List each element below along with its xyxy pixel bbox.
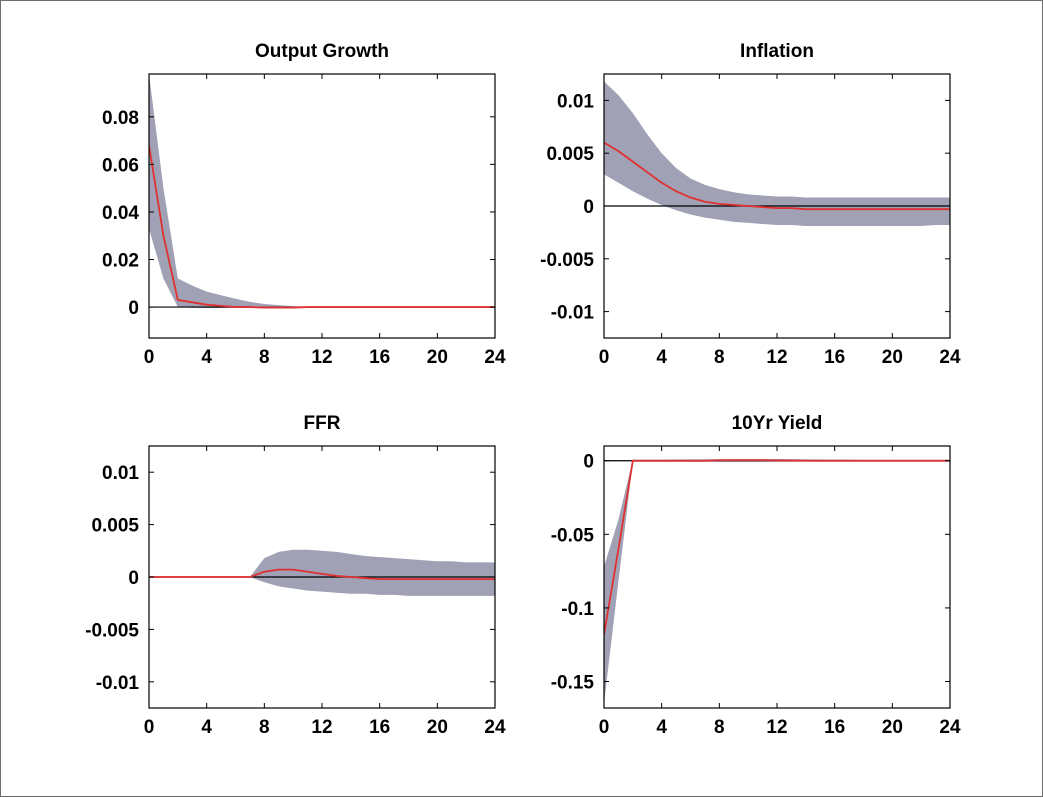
inflation-plot-area xyxy=(604,81,950,227)
output-growth-ytick-label: 0 xyxy=(128,298,139,319)
ffr-ytick-label: -0.005 xyxy=(85,620,139,641)
output-growth-xtick-label: 16 xyxy=(369,347,390,368)
10yr-yield-panel: 0 4 8 12 16 20 24 -0.15 -0.1 -0.05 0 10Yr Yield xyxy=(551,413,961,738)
output-growth-xtick-label: 4 xyxy=(201,347,212,368)
output-growth-panel: 0 4 8 12 16 20 24 0 0.02 0.04 0.06 0.08 Output Growt… xyxy=(102,41,506,368)
ffr-xtick-label: 12 xyxy=(311,717,332,738)
inflation-xtick-label: 0 xyxy=(599,347,610,368)
ffr-ytick-label: 0.01 xyxy=(102,463,139,484)
output-growth-plot-area xyxy=(149,74,495,309)
10yr-yield-title: 10Yr Yield xyxy=(732,413,823,434)
inflation-xtick-label: 12 xyxy=(766,347,787,368)
ffr-ytick-label: 0.005 xyxy=(91,516,139,537)
10yr-yield-plot-area xyxy=(604,458,950,704)
output-growth-ytick-label: 0.08 xyxy=(102,108,139,129)
ffr-xtick-label: 8 xyxy=(259,717,270,738)
output-growth-xtick-label: 12 xyxy=(311,347,332,368)
output-growth-ytick-label: 0.02 xyxy=(102,251,139,272)
output-growth-confidence-band xyxy=(149,74,495,309)
ffr-xtick-label: 24 xyxy=(484,717,506,738)
10yr-yield-xtick-label: 4 xyxy=(656,717,667,738)
10yr-yield-xtick-label: 24 xyxy=(939,717,961,738)
inflation-xtick-label: 20 xyxy=(882,347,903,368)
ffr-panel: 0 4 8 12 16 20 24 -0.01 -0.005 0 0.005 0.01 FFR xyxy=(85,413,506,738)
output-growth-title: Output Growth xyxy=(255,41,389,62)
output-growth-ytick-label: 0.06 xyxy=(102,155,139,176)
inflation-xtick-label: 16 xyxy=(824,347,845,368)
10yr-yield-axes-frame xyxy=(603,445,951,709)
output-growth-ytick-label: 0.04 xyxy=(102,203,139,224)
10yr-yield-confidence-band xyxy=(604,458,950,704)
inflation-confidence-band xyxy=(604,81,950,227)
output-growth-xtick-label: 8 xyxy=(259,347,270,368)
output-growth-median-line xyxy=(149,145,495,309)
10yr-yield-median-line xyxy=(604,459,950,635)
output-growth-xtick-label: 20 xyxy=(427,347,448,368)
10yr-yield-xtick-label: 8 xyxy=(714,717,725,738)
ffr-title: FFR xyxy=(304,413,341,434)
10yr-yield-xtick-label: 12 xyxy=(766,717,787,738)
output-growth-xtick-label: 24 xyxy=(484,347,506,368)
10yr-yield-ytick-label: -0.05 xyxy=(551,525,595,546)
ffr-ytick-label: 0 xyxy=(128,568,139,589)
inflation-panel: 0 4 8 12 16 20 24 -0.01 -0.005 0 0.005 0.01 Inflatio… xyxy=(540,41,961,368)
ffr-plot-area xyxy=(149,549,495,596)
ffr-xtick-label: 4 xyxy=(201,717,212,738)
inflation-median-line xyxy=(604,141,950,211)
ffr-xtick-label: 0 xyxy=(144,717,155,738)
inflation-xtick-label: 24 xyxy=(939,347,961,368)
10yr-yield-xtick-label: 20 xyxy=(882,717,903,738)
10yr-yield-ytick-label: -0.15 xyxy=(551,673,595,694)
inflation-ytick-label: 0 xyxy=(583,197,594,218)
ffr-ytick-label: -0.01 xyxy=(96,673,140,694)
ffr-xtick-label: 20 xyxy=(427,717,448,738)
10yr-yield-ytick-label: -0.1 xyxy=(561,599,594,620)
inflation-ytick-label: -0.005 xyxy=(540,250,594,271)
inflation-title: Inflation xyxy=(740,41,814,62)
ffr-xtick-label: 16 xyxy=(369,717,390,738)
inflation-xtick-label: 8 xyxy=(714,347,725,368)
ffr-median-line xyxy=(149,568,495,580)
inflation-ytick-label: 0.005 xyxy=(546,144,594,165)
10yr-yield-xtick-label: 0 xyxy=(599,717,610,738)
inflation-xtick-label: 4 xyxy=(656,347,667,368)
inflation-ytick-label: 0.01 xyxy=(557,91,594,112)
inflation-ytick-label: -0.01 xyxy=(551,303,595,324)
output-growth-xtick-label: 0 xyxy=(144,347,155,368)
10yr-yield-ytick-label: 0 xyxy=(583,452,594,473)
ffr-confidence-band xyxy=(149,549,495,596)
10yr-yield-xtick-label: 16 xyxy=(824,717,845,738)
